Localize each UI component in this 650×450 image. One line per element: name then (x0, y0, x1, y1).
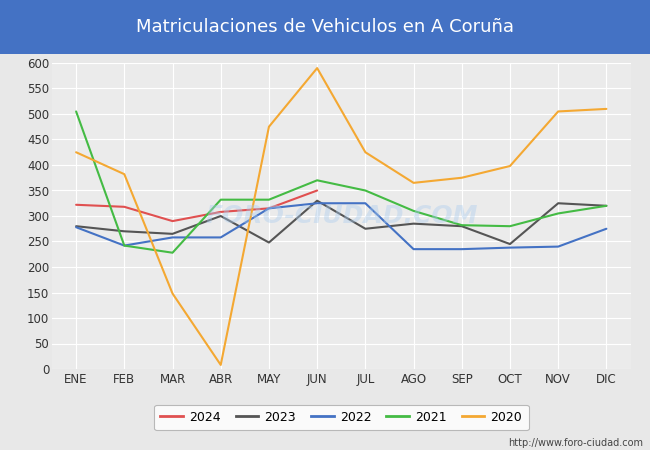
Text: Matriculaciones de Vehiculos en A Coruña: Matriculaciones de Vehiculos en A Coruña (136, 18, 514, 36)
Text: FORO-CIUDAD.COM: FORO-CIUDAD.COM (205, 204, 478, 228)
Legend: 2024, 2023, 2022, 2021, 2020: 2024, 2023, 2022, 2021, 2020 (154, 405, 528, 430)
Text: http://www.foro-ciudad.com: http://www.foro-ciudad.com (508, 438, 644, 448)
